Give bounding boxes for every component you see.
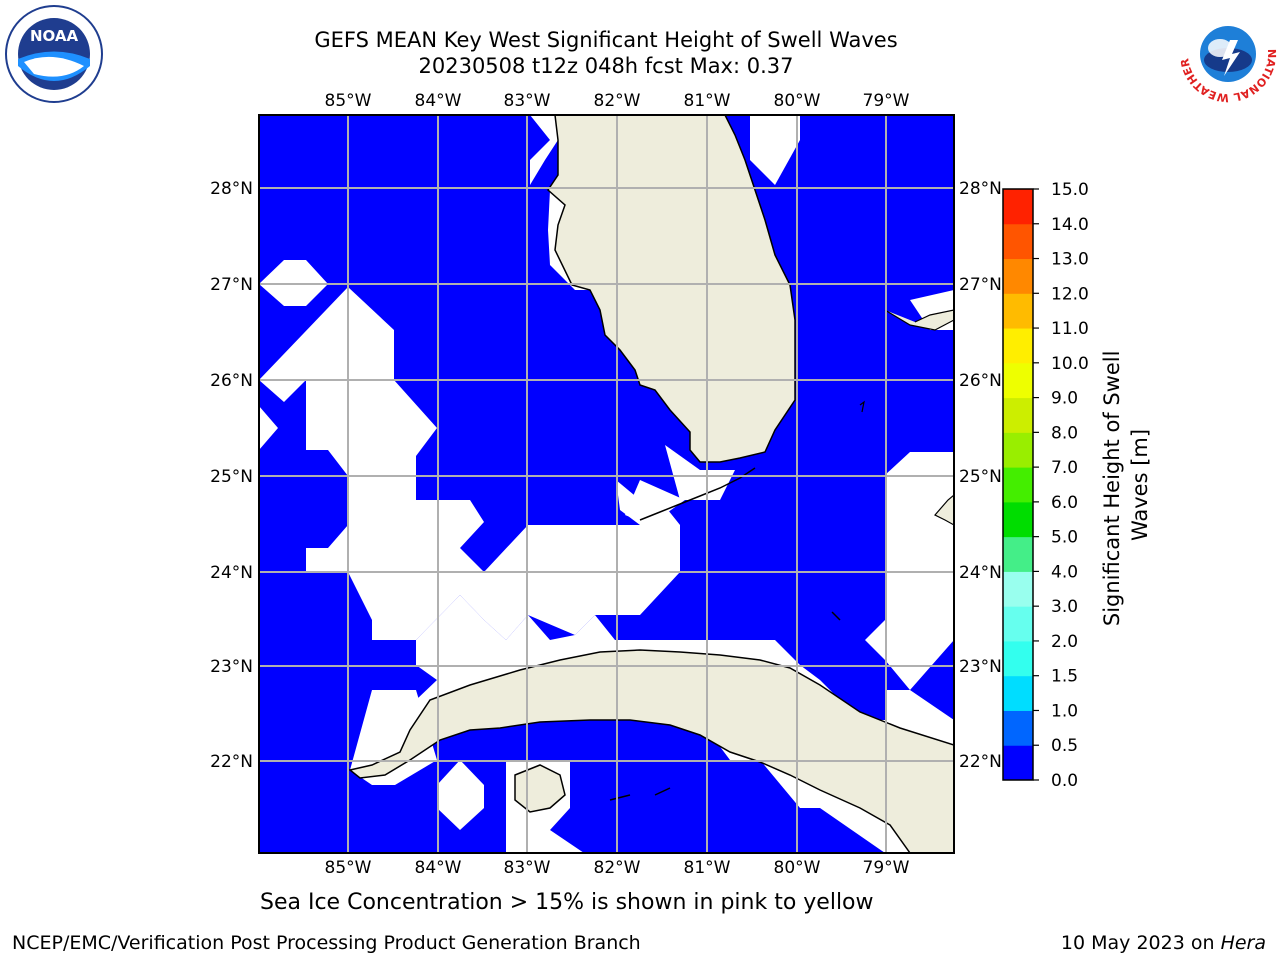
colorbar: 0.0 0.5 1.0 1.5 2.0 3.0 4.0 5.0 6.0 7.0 8.0 9.0 10.0… — [1002, 180, 1089, 791]
colorbar-tick-label: 0.5 — [1051, 736, 1078, 756]
date-stamp: 10 May 2023 on Hera — [1061, 932, 1266, 954]
colorbar-swatch — [1003, 745, 1033, 781]
lon-label-top: 84°W — [415, 91, 462, 111]
map-plot-area — [259, 115, 954, 853]
lon-label-top: 81°W — [684, 91, 731, 111]
lon-label-top: 85°W — [325, 91, 372, 111]
colorbar-tick-label: 10.0 — [1051, 354, 1089, 374]
colorbar-swatch — [1003, 675, 1033, 711]
colorbar-swatch — [1003, 397, 1033, 433]
lat-label-left: 25°N — [210, 467, 253, 487]
colorbar-tick-label: 4.0 — [1051, 562, 1078, 582]
colorbar-tick-label: 11.0 — [1051, 319, 1089, 339]
colorbar-swatch — [1003, 432, 1033, 468]
lon-label-bottom: 84°W — [415, 858, 462, 878]
colorbar-tick-label: 13.0 — [1051, 250, 1089, 270]
lon-label-bottom: 81°W — [684, 858, 731, 878]
lon-label-top: 82°W — [594, 91, 641, 111]
machine-name: Hera — [1220, 932, 1266, 954]
lon-label-bottom: 79°W — [863, 858, 910, 878]
graticule — [259, 115, 954, 853]
map-frame — [258, 114, 955, 854]
nws-logo-icon: NATIONAL WEATHER SERVICE — [1178, 4, 1278, 104]
lon-label-bottom: 82°W — [594, 858, 641, 878]
chart-title: GEFS MEAN Key West Significant Height of… — [314, 28, 898, 52]
lon-label-bottom: 85°W — [325, 858, 372, 878]
colorbar-tick-label: 3.0 — [1051, 597, 1078, 617]
lat-label-left: 27°N — [210, 275, 253, 295]
colorbar-swatch — [1003, 362, 1033, 399]
date-text: 10 May 2023 on — [1060, 932, 1221, 954]
lat-label-left: 24°N — [210, 563, 253, 583]
lon-label-top: 79°W — [863, 91, 910, 111]
colorbar-swatch — [1003, 189, 1033, 225]
colorbar-swatch — [1003, 293, 1033, 329]
colorbar-swatch — [1003, 710, 1033, 746]
andros-landmass — [934, 494, 954, 526]
lon-label-bottom: 83°W — [504, 858, 551, 878]
lat-label-right: 27°N — [959, 275, 1002, 295]
lat-label-left: 23°N — [210, 657, 253, 677]
colorbar-tick-label: 0.0 — [1051, 771, 1078, 791]
lat-label-left: 28°N — [210, 179, 253, 199]
noaa-logo-icon: NOAA — [5, 5, 103, 103]
lat-label-right: 22°N — [959, 752, 1002, 772]
lat-label-right: 25°N — [959, 467, 1002, 487]
florida-keys — [639, 467, 756, 521]
colorbar-label: Significant Height of Swell Waves [m] — [1100, 344, 1152, 626]
colorbar-tick-label: 6.0 — [1051, 493, 1078, 513]
colorbar-swatch — [1003, 640, 1033, 677]
noaa-wordmark: NOAA — [30, 27, 79, 45]
lat-label-right: 24°N — [959, 563, 1002, 583]
lat-label-right: 28°N — [959, 179, 1002, 199]
florida-landmass — [547, 115, 796, 463]
lat-label-left: 22°N — [210, 752, 253, 772]
colorbar-swatch — [1003, 328, 1033, 364]
sea-ice-note: Sea Ice Concentration > 15% is shown in … — [260, 890, 874, 915]
colorbar-tick-label: 8.0 — [1051, 423, 1078, 443]
colorbar-swatch — [1003, 571, 1033, 607]
colorbar-tick-label: 5.0 — [1051, 528, 1078, 548]
lon-label-bottom: 80°W — [774, 858, 821, 878]
colorbar-swatch — [1003, 501, 1033, 538]
lon-label-top: 83°W — [504, 91, 551, 111]
colorbar-tick-label: 7.0 — [1051, 458, 1078, 478]
lat-label-left: 26°N — [210, 371, 253, 391]
credit-text: NCEP/EMC/Verification Post Processing Pr… — [12, 932, 641, 954]
lat-label-right: 23°N — [959, 657, 1002, 677]
colorbar-tick-label: 9.0 — [1051, 389, 1078, 409]
chart-subtitle: 20230508 t12z 048h fcst Max: 0.37 — [418, 54, 794, 78]
lat-label-right: 26°N — [959, 371, 1002, 391]
colorbar-tick-label: 15.0 — [1051, 180, 1089, 200]
colorbar-swatch — [1003, 223, 1033, 260]
colorbar-tick-label: 2.0 — [1051, 632, 1078, 652]
colorbar-swatch — [1003, 258, 1033, 294]
colorbar-swatch — [1003, 536, 1033, 572]
colorbar-tick-label: 1.5 — [1051, 667, 1078, 687]
colorbar-tick-label: 1.0 — [1051, 701, 1078, 721]
lon-label-top: 80°W — [774, 91, 821, 111]
colorbar-frame — [1002, 188, 1034, 781]
colorbar-swatch — [1003, 467, 1033, 503]
colorbar-swatch — [1003, 606, 1033, 642]
bahamas-landmass — [884, 309, 954, 331]
colorbar-tick-label: 14.0 — [1051, 215, 1089, 235]
colorbar-tick-label: 12.0 — [1051, 284, 1089, 304]
